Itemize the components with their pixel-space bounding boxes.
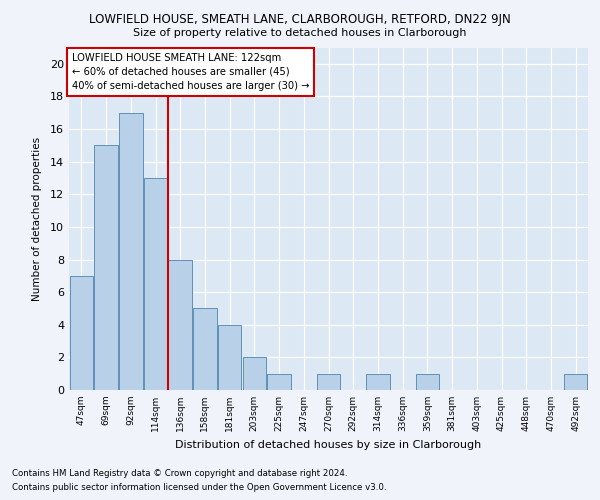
Text: LOWFIELD HOUSE, SMEATH LANE, CLARBOROUGH, RETFORD, DN22 9JN: LOWFIELD HOUSE, SMEATH LANE, CLARBOROUGH…	[89, 12, 511, 26]
Bar	[119, 112, 143, 390]
Bar	[70, 276, 93, 390]
Text: Size of property relative to detached houses in Clarborough: Size of property relative to detached ho…	[133, 28, 467, 38]
Text: LOWFIELD HOUSE SMEATH LANE: 122sqm
← 60% of detached houses are smaller (45)
40%: LOWFIELD HOUSE SMEATH LANE: 122sqm ← 60%…	[71, 52, 309, 90]
Bar	[169, 260, 192, 390]
Text: Contains public sector information licensed under the Open Government Licence v3: Contains public sector information licen…	[12, 484, 386, 492]
Bar	[416, 374, 439, 390]
Bar	[366, 374, 389, 390]
Text: Contains HM Land Registry data © Crown copyright and database right 2024.: Contains HM Land Registry data © Crown c…	[12, 468, 347, 477]
Bar	[317, 374, 340, 390]
Bar	[193, 308, 217, 390]
Bar	[564, 374, 587, 390]
Bar	[144, 178, 167, 390]
Bar	[242, 358, 266, 390]
Y-axis label: Number of detached properties: Number of detached properties	[32, 136, 41, 301]
X-axis label: Distribution of detached houses by size in Clarborough: Distribution of detached houses by size …	[175, 440, 482, 450]
Bar	[94, 146, 118, 390]
Bar	[268, 374, 291, 390]
Bar	[218, 325, 241, 390]
